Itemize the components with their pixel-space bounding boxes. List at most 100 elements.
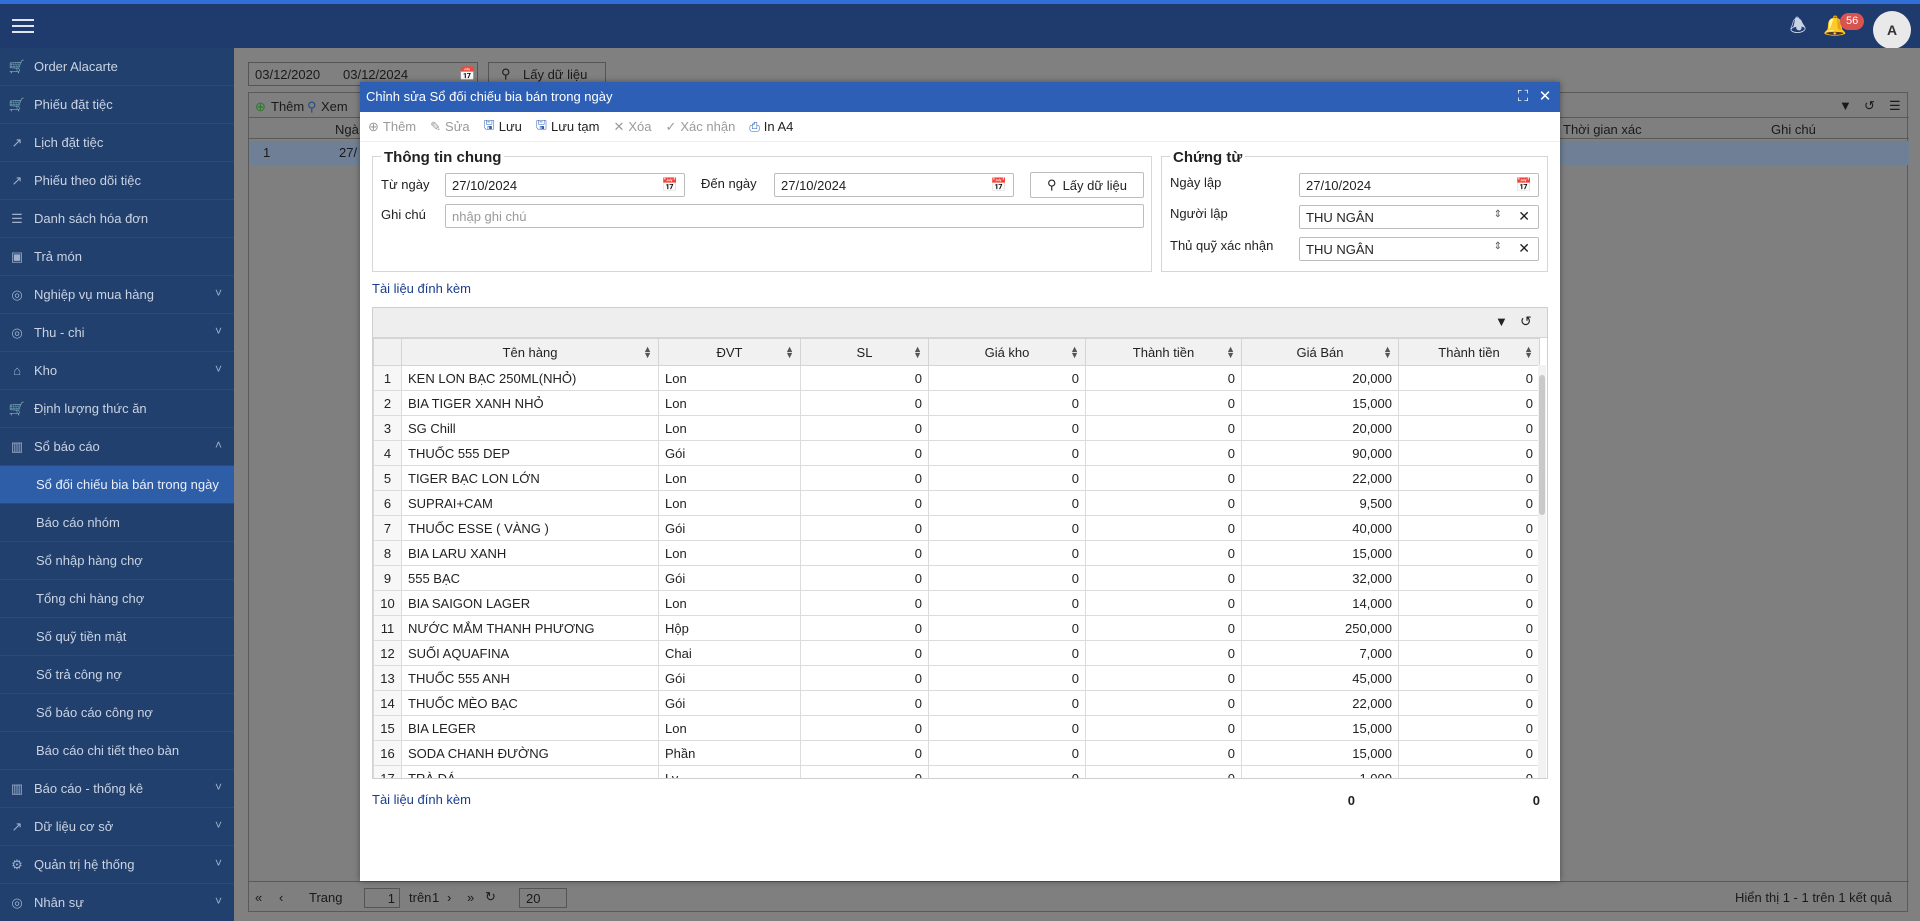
history-icon[interactable]: ↺ bbox=[1864, 98, 1875, 113]
table-row[interactable]: 14 THUỐC MÈO BẠC Gói 0 0 0 22,000 0 bbox=[373, 690, 1540, 716]
clear-icon[interactable]: ✕ bbox=[1518, 240, 1530, 256]
sidebar-item[interactable]: ◎ Nhân sự ˅ bbox=[0, 884, 234, 921]
refresh-icon[interactable]: ↻ bbox=[485, 889, 496, 904]
calendar-icon[interactable]: 📅 bbox=[661, 177, 678, 192]
column-header[interactable]: Tên hàng ▲ ▼ bbox=[401, 338, 659, 366]
vertical-scrollbar[interactable] bbox=[1538, 365, 1546, 778]
last-page-icon[interactable]: » bbox=[467, 890, 475, 905]
sort-icon[interactable]: ▲ ▼ bbox=[1070, 344, 1079, 360]
attachment-link[interactable]: Tài liệu đính kèm bbox=[372, 281, 471, 296]
settings-sliders-icon[interactable]: ☰ bbox=[1889, 98, 1901, 113]
toolbar-delete-button[interactable]: ✕ Xóa bbox=[613, 119, 651, 135]
sort-icon[interactable]: ▲ ▼ bbox=[1226, 344, 1235, 360]
table-row[interactable]: 1 KEN LON BẠC 250ML(NHỎ) Lon 0 0 0 20,000 0 bbox=[373, 365, 1540, 391]
sidebar-item[interactable]: ▥ Báo cáo - thống kê ˅ bbox=[0, 770, 234, 808]
close-icon[interactable]: ✕ bbox=[1538, 88, 1552, 105]
to-date-input[interactable]: 27/10/2024 📅 bbox=[774, 173, 1014, 197]
chevron-down-icon[interactable]: ˅ bbox=[214, 818, 222, 832]
table-row[interactable]: 16 SODA CHANH ĐƯỜNG Phần 0 0 0 15,000 0 bbox=[373, 740, 1540, 766]
sidebar-item[interactable]: ↗ Lịch đặt tiệc bbox=[0, 124, 234, 162]
sidebar-item[interactable]: ▣ Trả món bbox=[0, 238, 234, 276]
toolbar-plus-button[interactable]: ⊕ Thêm bbox=[368, 119, 416, 135]
table-row[interactable]: 15 BIA LEGER Lon 0 0 0 15,000 0 bbox=[373, 715, 1540, 741]
calendar-icon[interactable]: 📅 bbox=[459, 66, 476, 81]
chevron-down-icon[interactable]: ˅ bbox=[214, 362, 222, 376]
sidebar-item[interactable]: ▥ Sổ báo cáo ˄ bbox=[0, 428, 234, 466]
note-input[interactable]: nhập ghi chú bbox=[445, 204, 1144, 228]
sort-icon[interactable]: ▲ ▼ bbox=[913, 344, 922, 360]
calendar-icon[interactable]: 📅 bbox=[1515, 177, 1532, 192]
chevron-up-icon[interactable]: ˄ bbox=[214, 438, 222, 452]
toolbar-save-button[interactable]: 🖫 Lưu bbox=[484, 116, 522, 138]
created-date-input[interactable]: 27/10/2024 📅 bbox=[1299, 173, 1539, 197]
chevron-down-icon[interactable]: ˅ bbox=[214, 856, 222, 870]
table-row[interactable]: 3 SG Chill Lon 0 0 0 20,000 0 bbox=[373, 415, 1540, 441]
column-header[interactable]: SL ▲ ▼ bbox=[800, 338, 929, 366]
column-header[interactable]: Thành tiền ▲ ▼ bbox=[1398, 338, 1540, 366]
sidebar-item[interactable]: ◎ Nghiệp vụ mua hàng ˅ bbox=[0, 276, 234, 314]
attachment-link-bottom[interactable]: Tài liệu đính kèm bbox=[372, 792, 471, 807]
sidebar-item[interactable]: 🛒 Order Alacarte bbox=[0, 48, 234, 86]
pager-page-input[interactable]: 1 bbox=[364, 888, 400, 908]
column-header[interactable]: Giá kho ▲ ▼ bbox=[928, 338, 1086, 366]
column-header[interactable]: Giá Bán ▲ ▼ bbox=[1241, 338, 1399, 366]
chevron-down-icon[interactable]: ˅ bbox=[214, 286, 222, 300]
sidebar-item[interactable]: ☰ Danh sách hóa đơn bbox=[0, 200, 234, 238]
sidebar-item[interactable]: ↗ Dữ liệu cơ sở ˅ bbox=[0, 808, 234, 846]
table-row[interactable]: 10 BIA SAIGON LAGER Lon 0 0 0 14,000 0 bbox=[373, 590, 1540, 616]
sidebar-item[interactable]: ⌂ Kho ˅ bbox=[0, 352, 234, 390]
sidebar-item[interactable]: Tổng chi hàng chợ bbox=[0, 580, 234, 618]
table-row[interactable]: 7 THUỐC ESSE ( VÀNG ) Gói 0 0 0 40,000 0 bbox=[373, 515, 1540, 541]
table-row[interactable]: 8 BIA LARU XANH Lon 0 0 0 15,000 0 bbox=[373, 540, 1540, 566]
creator-select[interactable]: THU NGÂN ⇕ ✕ bbox=[1299, 205, 1539, 229]
toolbar-print-button[interactable]: ⎙ In A4 bbox=[749, 119, 793, 135]
filter-clear-icon[interactable]: ▼ bbox=[1839, 98, 1852, 113]
sidebar-item[interactable]: Số quỹ tiền mặt bbox=[0, 618, 234, 656]
table-row[interactable]: 5 TIGER BẠC LON LỚN Lon 0 0 0 22,000 0 bbox=[373, 465, 1540, 491]
calendar-icon[interactable]: 📅 bbox=[990, 177, 1007, 192]
table-row[interactable]: 9 555 BẠC Gói 0 0 0 32,000 0 bbox=[373, 565, 1540, 591]
clear-icon[interactable]: ✕ bbox=[1518, 208, 1530, 224]
hamburger-menu-icon[interactable] bbox=[12, 16, 34, 36]
toolbar-edit-button[interactable]: ✎ Sửa bbox=[430, 119, 470, 135]
sort-icon[interactable]: ▲ ▼ bbox=[643, 344, 652, 360]
sort-icon[interactable]: ▲ ▼ bbox=[785, 344, 794, 360]
table-row[interactable]: 12 SUỐI AQUAFINA Chai 0 0 0 7,000 0 bbox=[373, 640, 1540, 666]
column-header[interactable]: ĐVT ▲ ▼ bbox=[658, 338, 801, 366]
next-page-icon[interactable]: › bbox=[447, 890, 452, 905]
table-row[interactable]: 17 TRÀ ĐÁ Ly 0 0 0 1,000 0 bbox=[373, 765, 1540, 778]
from-date-input[interactable]: 27/10/2024 📅 bbox=[445, 173, 685, 197]
sidebar-item[interactable]: ◎ Thu - chi ˅ bbox=[0, 314, 234, 352]
sidebar-item[interactable]: ↗ Phiếu theo dõi tiệc bbox=[0, 162, 234, 200]
first-page-icon[interactable]: « bbox=[255, 890, 263, 905]
table-row[interactable]: 11 NƯỚC MẮM THANH PHƯƠNG Hộp 0 0 0 250,000 0 bbox=[373, 615, 1540, 641]
sidebar-item[interactable]: Số trả công nợ bbox=[0, 656, 234, 694]
cashier-select[interactable]: THU NGÂN ⇕ ✕ bbox=[1299, 237, 1539, 261]
sidebar-item[interactable]: 🛒 Phiếu đặt tiệc bbox=[0, 86, 234, 124]
column-header[interactable]: Thành tiền ▲ ▼ bbox=[1085, 338, 1242, 366]
toolbar-save-button[interactable]: 🖫 Lưu tạm bbox=[536, 116, 600, 138]
toolbar-check-button[interactable]: ✓ Xác nhận bbox=[665, 119, 735, 135]
scrollbar-thumb[interactable] bbox=[1539, 375, 1545, 515]
table-row[interactable]: 4 THUỐC 555 DEP Gói 0 0 0 90,000 0 bbox=[373, 440, 1540, 466]
filter-clear-icon[interactable]: ▼ bbox=[1495, 314, 1508, 329]
sidebar-item[interactable]: Sổ đối chiếu bia bán trong ngày bbox=[0, 466, 234, 504]
table-row[interactable]: 6 SUPRAI+CAM Lon 0 0 0 9,500 0 bbox=[373, 490, 1540, 516]
sidebar-item[interactable]: 🛒 Định lượng thức ăn bbox=[0, 390, 234, 428]
sidebar-item[interactable]: Sổ nhập hàng chợ bbox=[0, 542, 234, 580]
sort-icon[interactable]: ▲ ▼ bbox=[1383, 344, 1392, 360]
bg-view-button[interactable]: Xem bbox=[321, 99, 348, 114]
page-size-select[interactable]: 20 bbox=[519, 888, 567, 908]
bg-add-button[interactable]: Thêm bbox=[271, 99, 305, 114]
sidebar-item[interactable]: Báo cáo chi tiết theo bàn bbox=[0, 732, 234, 770]
table-row[interactable]: 2 BIA TIGER XANH NHỎ Lon 0 0 0 15,000 0 bbox=[373, 390, 1540, 416]
sidebar-item[interactable]: Sổ báo cáo công nợ bbox=[0, 694, 234, 732]
chevron-down-icon[interactable]: ˅ bbox=[214, 780, 222, 794]
chevron-down-icon[interactable]: ˅ bbox=[214, 324, 222, 338]
load-data-button[interactable]: ⚲ Lấy dữ liệu bbox=[1030, 172, 1144, 198]
bell-alert-icon[interactable]: 🕭 bbox=[1789, 16, 1807, 37]
chevron-down-icon[interactable]: ˅ bbox=[214, 894, 222, 908]
sidebar-item[interactable]: ⚙ Quản trị hệ thống ˅ bbox=[0, 846, 234, 884]
avatar[interactable]: A bbox=[1873, 11, 1911, 49]
table-row[interactable]: 13 THUỐC 555 ANH Gói 0 0 0 45,000 0 bbox=[373, 665, 1540, 691]
